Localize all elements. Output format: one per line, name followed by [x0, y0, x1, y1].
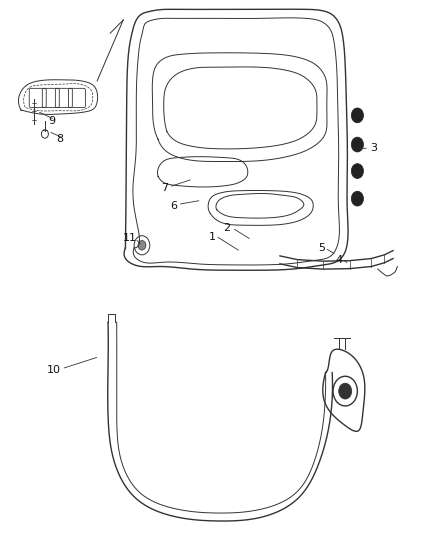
Text: 9: 9 — [48, 116, 55, 126]
Text: 6: 6 — [170, 200, 177, 211]
Text: 11: 11 — [123, 233, 137, 244]
Text: 4: 4 — [335, 255, 342, 265]
Text: 7: 7 — [161, 183, 168, 193]
Circle shape — [351, 164, 364, 179]
Text: 1: 1 — [209, 232, 216, 243]
Circle shape — [138, 240, 146, 250]
Circle shape — [351, 137, 364, 152]
Text: 10: 10 — [46, 365, 60, 375]
Text: 5: 5 — [318, 244, 325, 254]
Circle shape — [339, 383, 352, 399]
Circle shape — [351, 108, 364, 123]
Text: 8: 8 — [57, 134, 64, 144]
Text: 2: 2 — [223, 223, 230, 233]
Text: 3: 3 — [370, 143, 377, 154]
Circle shape — [351, 191, 364, 206]
